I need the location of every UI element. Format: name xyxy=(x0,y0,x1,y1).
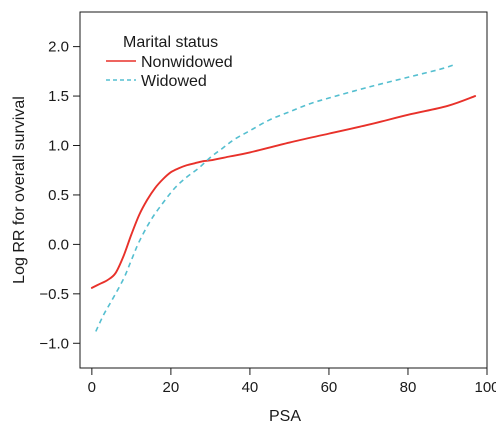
y-tick-label: −0.5 xyxy=(39,286,69,303)
legend-title: Marital status xyxy=(123,34,218,51)
x-tick-label: 100 xyxy=(474,379,496,396)
y-tick-label: 1.0 xyxy=(48,138,69,155)
y-tick-label: 0.5 xyxy=(48,187,69,204)
series-line-nonwidowed xyxy=(90,95,477,289)
y-tick-label: 2.0 xyxy=(48,39,69,56)
x-tick-label: 80 xyxy=(400,379,417,396)
legend-label-nonwidowed: Nonwidowed xyxy=(141,54,233,71)
y-axis-label: Log RR for overall survival xyxy=(11,96,28,284)
plot-frame xyxy=(79,11,488,369)
y-axis: −1.0 −0.5 0.0 0.5 1.0 1.5 2.0 xyxy=(39,39,80,352)
x-tick-label: 0 xyxy=(88,379,96,396)
series-line-widowed xyxy=(95,63,456,332)
series-layer xyxy=(90,63,477,332)
x-axis-label: PSA xyxy=(269,408,301,425)
y-tick-label: 1.5 xyxy=(48,88,69,105)
x-tick-label: 20 xyxy=(163,379,180,396)
legend: Marital status Nonwidowed Widowed xyxy=(106,34,233,90)
x-tick-label: 40 xyxy=(242,379,259,396)
x-axis: 0 20 40 60 80 100 xyxy=(88,368,496,396)
y-tick-label: 0.0 xyxy=(48,236,69,253)
y-tick-label: −1.0 xyxy=(39,335,69,352)
legend-label-widowed: Widowed xyxy=(141,73,207,90)
x-tick-label: 60 xyxy=(321,379,338,396)
